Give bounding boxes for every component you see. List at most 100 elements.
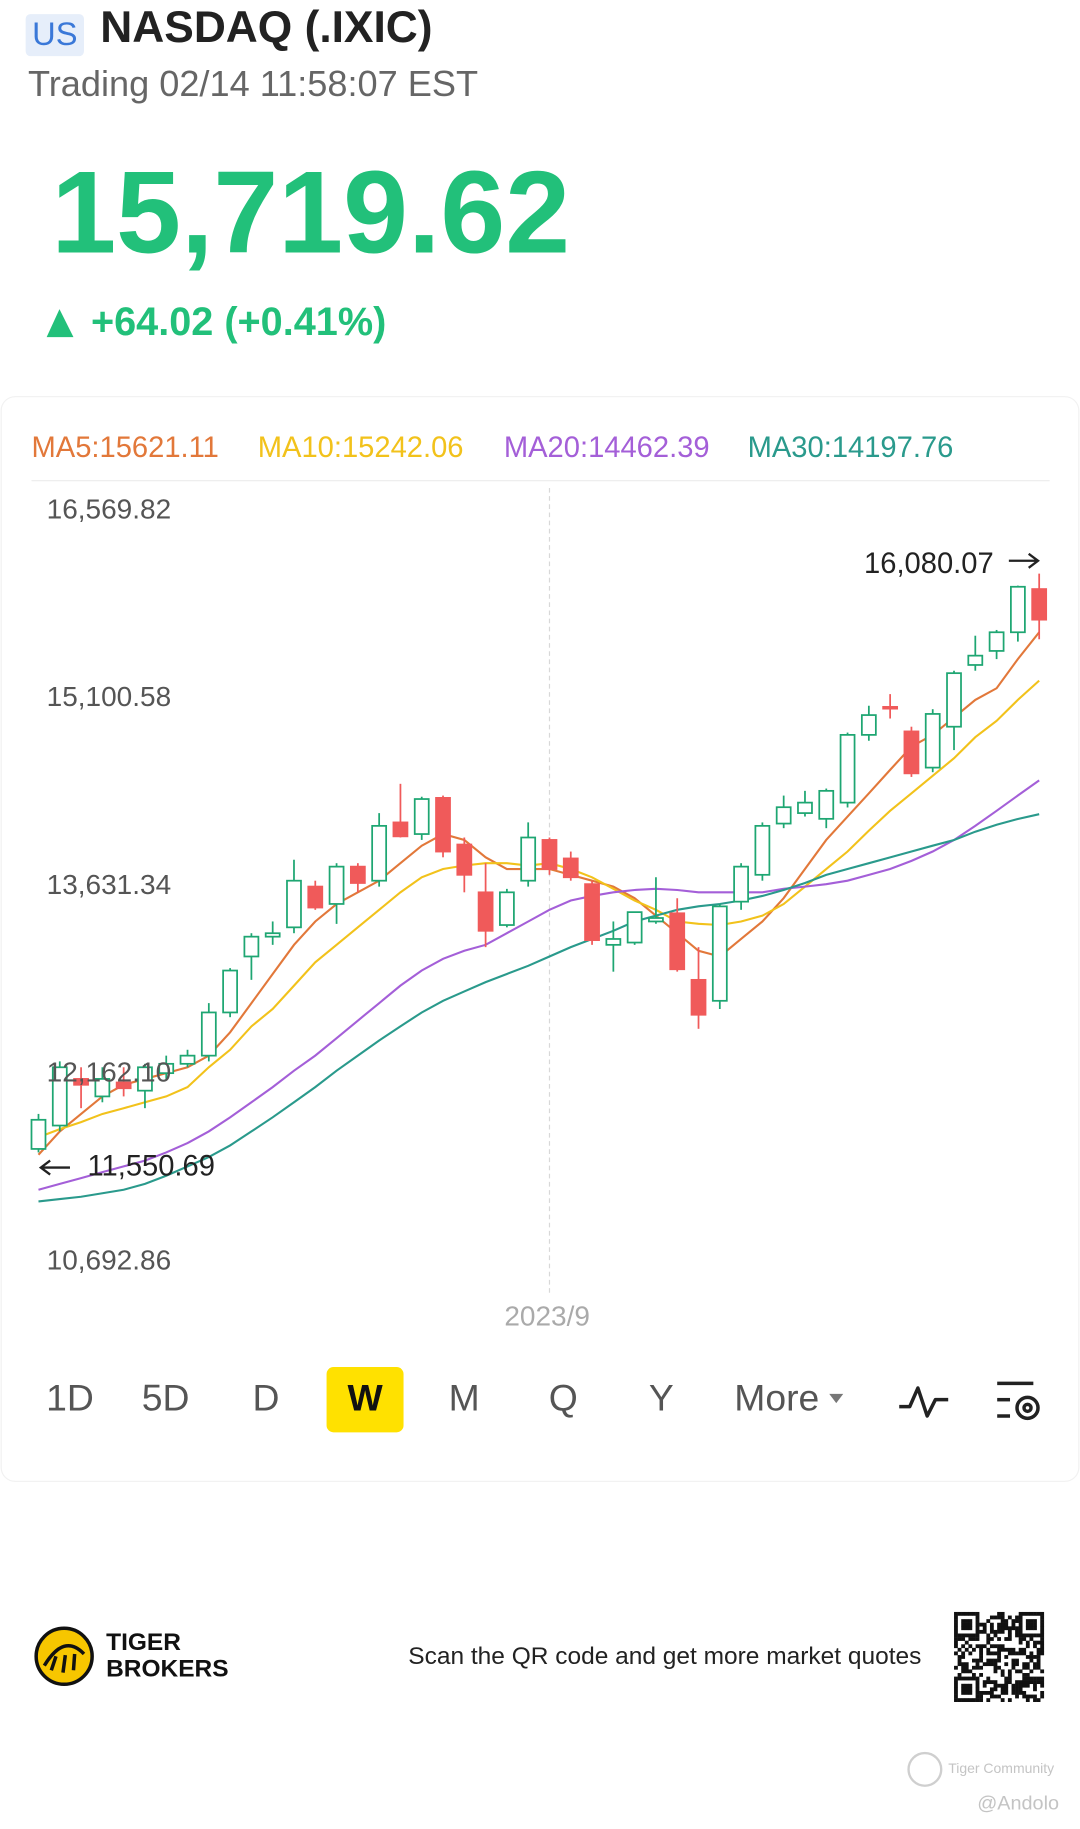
qr-cell [1000,1619,1005,1623]
qr-cell [1029,1633,1034,1638]
more-caret[interactable] [829,1393,844,1404]
qr-cell [986,1662,991,1667]
qr-cell [1018,1669,1023,1674]
logo-stripes [42,1644,86,1673]
qr-cell [961,1676,966,1681]
qr-cell [1033,1655,1037,1659]
qr-cell [1025,1673,1030,1677]
qr-cell [979,1651,984,1656]
qr-cell [1022,1680,1027,1685]
qr-cell [954,1611,958,1616]
tab[interactable]: Y [649,1377,674,1419]
qr-cell [1036,1651,1041,1656]
price-change: +64.02 (+0.41%) [91,300,386,344]
qr-cell [1000,1615,1005,1620]
qr-cell [968,1698,973,1702]
qr-cell [961,1698,966,1702]
qr-cell [997,1615,1001,1620]
qr-cell [1015,1683,1019,1688]
qr-cell [961,1651,966,1656]
qr-cell [997,1637,1001,1641]
qr-cell [1000,1626,1005,1631]
qr-cell [989,1651,994,1656]
legend-entry: MA20:14462.39 [504,432,710,464]
qr-cell [1018,1680,1023,1685]
qr-cell [1029,1637,1034,1641]
qr-cell [1029,1611,1034,1616]
qr-cell [1018,1611,1023,1616]
qr-cell [982,1680,987,1685]
tab[interactable]: More [734,1377,819,1419]
tab[interactable]: M [449,1377,480,1419]
qr-cell [957,1647,962,1652]
qr-cell [961,1619,966,1623]
qr-cell [1033,1687,1037,1692]
qr-cell [1018,1640,1023,1645]
qr-cell [1036,1655,1041,1659]
qr-cell [979,1698,984,1702]
qr-cell [964,1683,969,1688]
qr-cell [1018,1629,1023,1634]
qr-cell [964,1647,969,1652]
qr-cell [975,1626,980,1631]
candle-body [328,865,345,905]
qr-cell [1015,1626,1019,1631]
up-arrow [46,309,74,338]
qr-cell [989,1629,994,1634]
indicator-icon[interactable] [899,1386,949,1418]
qr-cell [989,1644,994,1649]
candle-body [988,631,1005,652]
qr-cell [961,1687,966,1692]
candle-body [797,801,813,814]
tab[interactable]: 1D [46,1377,94,1419]
candle-body [818,789,835,820]
qr-cell [954,1640,958,1645]
qr-cell [972,1647,976,1652]
qr-cell [986,1637,991,1641]
qr-cell [1007,1626,1012,1631]
candle-body [733,865,749,903]
y-tick-label: 12,162.10 [47,1057,172,1088]
settings-icon[interactable] [997,1381,1040,1421]
candle-body [30,1118,47,1150]
qr-cell [1007,1633,1012,1638]
qr-cell [961,1665,966,1670]
tab[interactable]: 5D [142,1377,190,1419]
qr-cell [1018,1647,1023,1652]
qr-cell [1004,1647,1009,1652]
qr-cell [1025,1665,1030,1670]
qr-cell [964,1687,969,1692]
price: 15,719.62 [51,147,570,278]
qr-cell [982,1683,987,1688]
tab[interactable]: W [347,1377,383,1419]
candle-body [392,821,409,838]
qr-cell [1007,1680,1012,1685]
qr-cell [1018,1633,1023,1638]
qr-cell [975,1637,980,1641]
qr-cell [982,1622,987,1627]
watermark: Tiger Community [948,1760,1054,1776]
qr-cell [1022,1676,1027,1681]
tab[interactable]: D [252,1377,279,1419]
qr-cell [989,1637,994,1641]
qr-cell [954,1676,958,1681]
qr-cell [1000,1629,1005,1634]
candle-body [946,672,962,728]
qr-cell [986,1680,991,1685]
qr-cell [961,1637,966,1641]
market-badge [25,14,84,57]
qr-cell [975,1694,980,1699]
qr-cell [1004,1676,1009,1681]
qr-cell [1040,1622,1045,1627]
qr-cell [1000,1687,1005,1692]
tab[interactable]: Q [549,1377,578,1419]
qr-cell [1025,1644,1030,1649]
qr-cell [1033,1644,1037,1649]
qr-cell [1004,1622,1009,1627]
qr-cell [1000,1611,1005,1616]
qr-cell [993,1615,998,1620]
candle-body [1031,588,1048,621]
candle-body [499,891,515,926]
qr-caption: Scan the QR code and get more market quo… [408,1643,921,1670]
qr-cell [1040,1626,1045,1631]
